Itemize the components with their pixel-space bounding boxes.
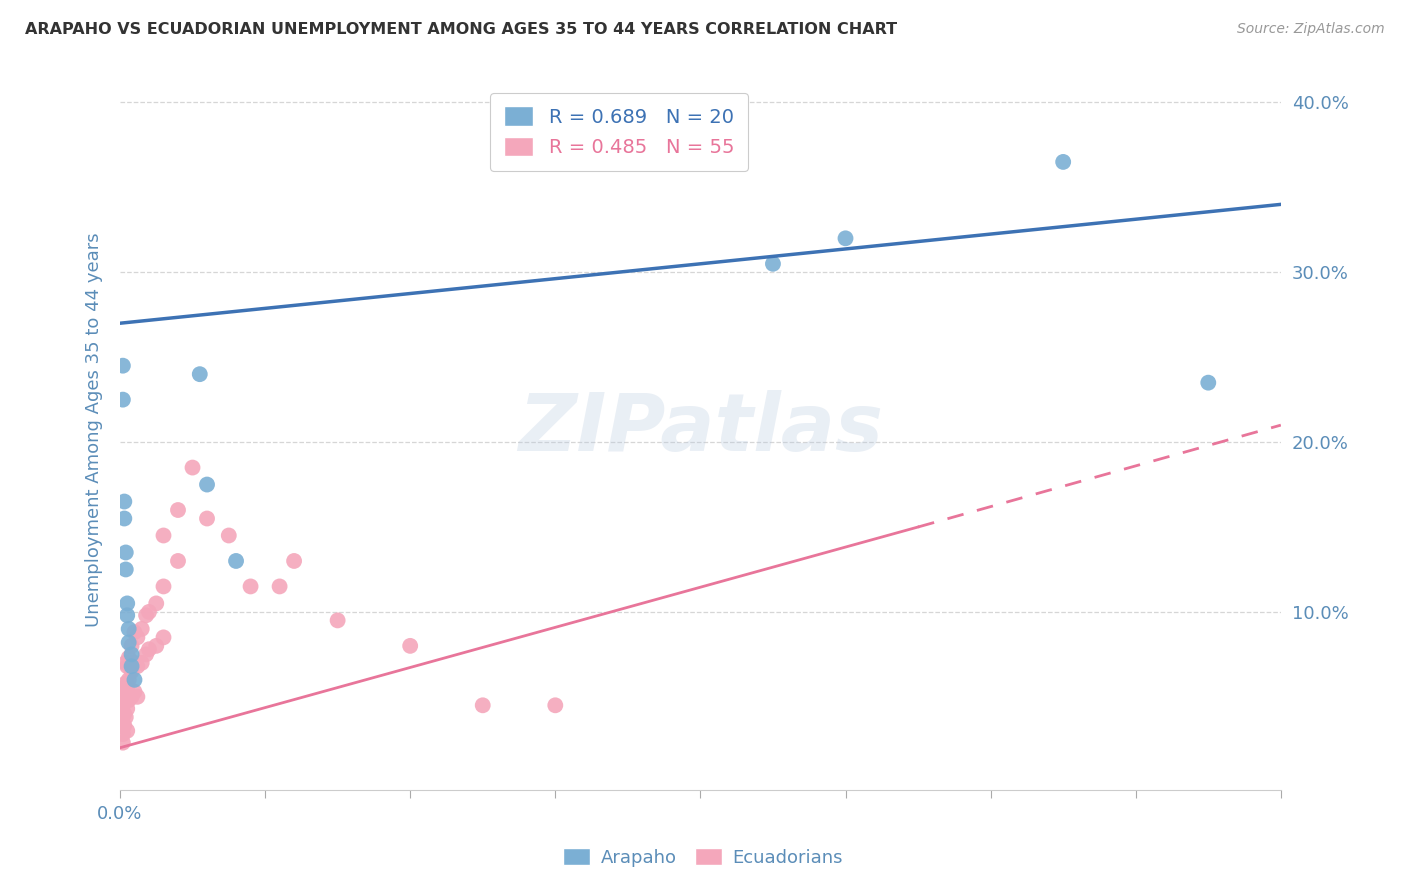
Point — [114, 545, 136, 559]
Point — [326, 614, 349, 628]
Point — [124, 673, 146, 687]
Point — [111, 719, 134, 733]
Point — [121, 690, 143, 704]
Point — [118, 673, 141, 687]
Point — [127, 631, 149, 645]
Point — [111, 736, 134, 750]
Point — [121, 659, 143, 673]
Point — [110, 698, 132, 713]
Text: ZIPatlas: ZIPatlas — [517, 391, 883, 468]
Point — [115, 723, 138, 738]
Point — [135, 648, 157, 662]
Text: ARAPAHO VS ECUADORIAN UNEMPLOYMENT AMONG AGES 35 TO 44 YEARS CORRELATION CHART: ARAPAHO VS ECUADORIAN UNEMPLOYMENT AMONG… — [25, 22, 897, 37]
Point — [138, 605, 160, 619]
Point — [111, 392, 134, 407]
Point — [111, 727, 134, 741]
Point — [195, 477, 218, 491]
Point — [114, 693, 136, 707]
Legend: R = 0.689   N = 20, R = 0.485   N = 55: R = 0.689 N = 20, R = 0.485 N = 55 — [491, 93, 748, 170]
Point — [110, 706, 132, 721]
Point — [1052, 155, 1074, 169]
Point — [124, 684, 146, 698]
Point — [112, 681, 135, 696]
Text: Source: ZipAtlas.com: Source: ZipAtlas.com — [1237, 22, 1385, 37]
Point — [167, 554, 190, 568]
Point — [131, 622, 153, 636]
Point — [239, 579, 262, 593]
Point — [834, 231, 856, 245]
Point — [114, 710, 136, 724]
Point — [124, 656, 146, 670]
Point — [121, 648, 143, 662]
Point — [544, 698, 567, 713]
Point — [112, 494, 135, 508]
Point — [127, 690, 149, 704]
Point — [127, 659, 149, 673]
Point — [124, 625, 146, 640]
Point — [115, 659, 138, 673]
Point — [110, 690, 132, 704]
Point — [152, 579, 174, 593]
Point — [399, 639, 422, 653]
Point — [167, 503, 190, 517]
Point — [195, 511, 218, 525]
Point — [145, 596, 167, 610]
Point — [121, 639, 143, 653]
Point — [115, 702, 138, 716]
Point — [114, 656, 136, 670]
Point — [762, 257, 785, 271]
Point — [145, 639, 167, 653]
Point — [121, 665, 143, 679]
Point — [269, 579, 291, 593]
Point — [118, 635, 141, 649]
Point — [118, 650, 141, 665]
Point — [115, 608, 138, 623]
Point — [471, 698, 494, 713]
Point — [112, 719, 135, 733]
Point — [115, 596, 138, 610]
Point — [112, 511, 135, 525]
Point — [283, 554, 305, 568]
Y-axis label: Unemployment Among Ages 35 to 44 years: Unemployment Among Ages 35 to 44 years — [86, 232, 103, 627]
Point — [181, 460, 204, 475]
Point — [110, 681, 132, 696]
Point — [225, 554, 247, 568]
Point — [135, 608, 157, 623]
Point — [138, 642, 160, 657]
Point — [152, 528, 174, 542]
Point — [131, 656, 153, 670]
Point — [118, 622, 141, 636]
Point — [152, 631, 174, 645]
Point — [114, 676, 136, 690]
Point — [111, 359, 134, 373]
Point — [112, 706, 135, 721]
Point — [118, 693, 141, 707]
Point — [111, 710, 134, 724]
Point — [114, 562, 136, 576]
Point — [115, 681, 138, 696]
Legend: Arapaho, Ecuadorians: Arapaho, Ecuadorians — [555, 841, 851, 874]
Point — [1197, 376, 1219, 390]
Point — [218, 528, 240, 542]
Point — [188, 367, 211, 381]
Point — [112, 693, 135, 707]
